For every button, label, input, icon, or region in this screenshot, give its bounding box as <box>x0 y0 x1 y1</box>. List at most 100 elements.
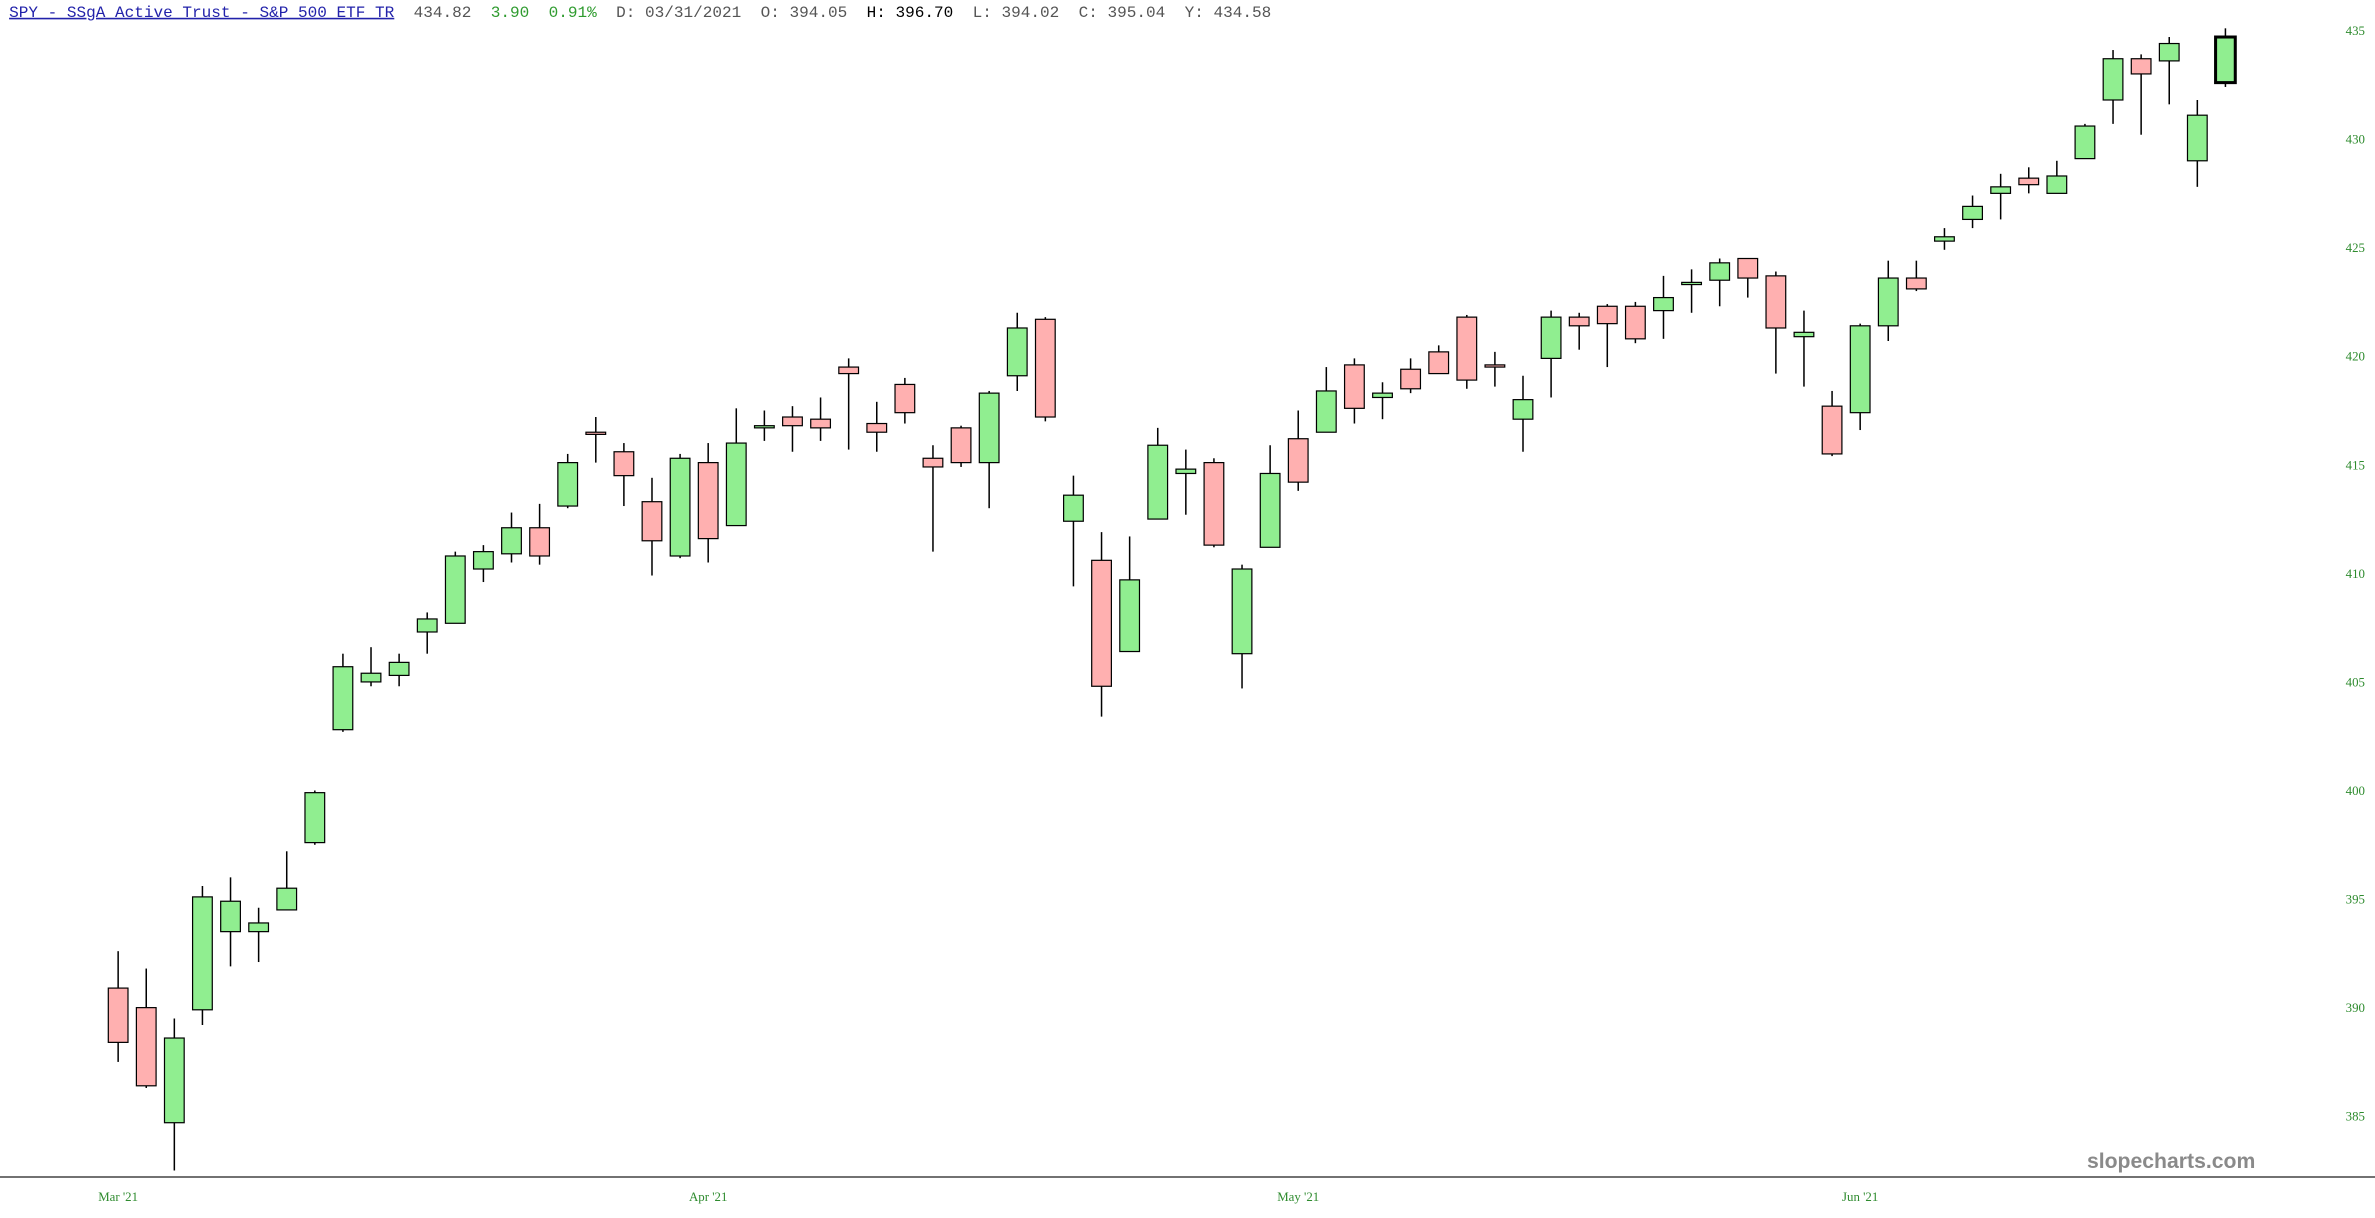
candle-body-down <box>1456 316 1478 381</box>
candle-body-down <box>107 987 129 1043</box>
candle-body-up <box>388 661 410 677</box>
candle-body-down <box>1343 364 1365 409</box>
candle-body-down <box>529 527 551 557</box>
y-tick-label: 405 <box>2346 675 2365 689</box>
candle-body-down <box>2130 58 2152 75</box>
last-price: 434.82 <box>414 4 472 22</box>
candle-body-up <box>557 462 579 507</box>
candle-body-down <box>782 416 803 427</box>
candle-body-up <box>304 792 326 844</box>
candle-body-up <box>1990 186 2012 194</box>
candle-body-up <box>2214 35 2237 85</box>
candle-body-down <box>1821 405 1843 455</box>
y-tick-label: 430 <box>2346 133 2365 147</box>
y-tick-label: 395 <box>2346 893 2365 907</box>
candle-body-up <box>1653 296 1674 312</box>
candle-body-up <box>1372 392 1393 399</box>
prev-close: Y: 434.58 <box>1185 4 1272 22</box>
candle-body-up <box>753 425 775 429</box>
candle-body-down <box>1203 462 1225 546</box>
candle-body-down <box>894 383 916 414</box>
candle-body-up <box>1119 579 1141 653</box>
candle-body-up <box>978 392 1000 464</box>
candle-body-up <box>501 527 522 555</box>
candle-body-down <box>697 462 719 540</box>
candle-body-down <box>1400 368 1422 390</box>
y-tick-label: 390 <box>2346 1001 2365 1015</box>
candle-body-down <box>613 451 635 477</box>
candle-body-up <box>1231 568 1253 655</box>
candle-body-up <box>472 551 494 570</box>
y-tick-label: 400 <box>2346 784 2365 798</box>
candle-body-down <box>810 418 832 429</box>
candle-body-down <box>585 431 607 435</box>
change: 3.90 <box>491 4 530 22</box>
header: SPY - SSgA Active Trust - S&P 500 ETF TR… <box>9 4 1271 22</box>
candle-body-up <box>276 887 298 911</box>
open: O: 394.05 <box>761 4 848 22</box>
candle-body-down <box>1737 257 1759 279</box>
y-tick-label: 410 <box>2346 567 2365 581</box>
x-tick-label: Apr '21 <box>689 1190 727 1204</box>
candle-body-up <box>1962 205 1984 221</box>
y-tick-label: 385 <box>2346 1110 2365 1124</box>
candle-body-up <box>360 672 382 683</box>
candle-body-up <box>1681 281 1703 286</box>
candle-body-down <box>1287 438 1309 483</box>
candle-body-down <box>866 422 888 433</box>
candle-body-up <box>1259 472 1281 548</box>
candle-body-down <box>1624 305 1646 340</box>
candle-body-up <box>332 666 354 731</box>
candle-body-up <box>2158 42 2180 62</box>
candle-body-up <box>1877 277 1899 327</box>
watermark: slopecharts.com <box>2087 1150 2255 1173</box>
candle-body-up <box>1512 399 1534 420</box>
candle-body-up <box>191 896 213 1011</box>
x-tick-label: Jun '21 <box>1842 1190 1878 1204</box>
candle-body-up <box>2186 114 2208 162</box>
y-tick-label: 425 <box>2346 241 2365 255</box>
candle-body-down <box>1765 275 1787 329</box>
y-tick-label: 420 <box>2346 350 2365 364</box>
candle-body-up <box>1540 316 1562 359</box>
candle-body-down <box>1596 305 1618 325</box>
candle-body-up <box>1147 444 1169 520</box>
candle-body-up <box>1709 262 1731 281</box>
candle-body-down <box>950 427 972 464</box>
candle-body-down <box>1034 318 1056 418</box>
candle-body-down <box>135 1007 157 1087</box>
candle-body-up <box>248 922 270 933</box>
candle-body-up <box>1006 327 1028 377</box>
candle-body-down <box>1428 351 1450 375</box>
date: D: 03/31/2021 <box>616 4 741 22</box>
candle-body-down <box>1568 316 1590 327</box>
symbol-link[interactable]: SPY - SSgA Active Trust - S&P 500 ETF TR <box>9 4 395 22</box>
y-tick-label: 435 <box>2346 24 2365 38</box>
candle-body-down <box>838 366 860 375</box>
candle-body-up <box>2046 175 2068 194</box>
candle-body-down <box>922 457 944 468</box>
candle-body-down <box>2018 177 2040 186</box>
candle-body-up <box>1934 236 1955 242</box>
x-tick-label: May '21 <box>1277 1190 1319 1204</box>
candle-body-up <box>1315 390 1337 433</box>
candle-body-up <box>444 555 466 624</box>
candle-body-up <box>1175 468 1197 475</box>
candle-body-down <box>641 501 663 542</box>
candle-body-up <box>1062 494 1084 522</box>
candle-body-up <box>220 900 241 933</box>
y-tick-label: 415 <box>2346 458 2365 472</box>
candle-body-up <box>416 618 438 633</box>
x-tick-label: Mar '21 <box>98 1190 138 1204</box>
candle-body-up <box>2074 125 2096 160</box>
change-pct: 0.91% <box>549 4 598 22</box>
low: L: 394.02 <box>973 4 1060 22</box>
candle-body-up <box>1849 325 1871 414</box>
candle-body-down <box>1484 364 1506 368</box>
candle-body-up <box>1793 331 1815 338</box>
high: H: 396.70 <box>867 4 954 22</box>
candle-body-up <box>2102 58 2124 101</box>
candle-body-down <box>1905 277 1927 290</box>
close: C: 395.04 <box>1079 4 1166 22</box>
